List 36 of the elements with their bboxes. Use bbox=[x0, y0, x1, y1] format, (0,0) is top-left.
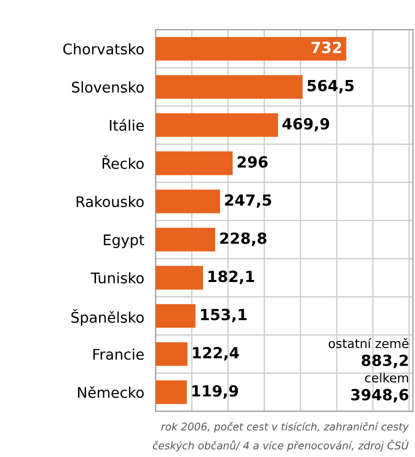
bar bbox=[156, 380, 187, 404]
y-tick-label: Slovensko bbox=[72, 81, 144, 93]
y-tick-label: Chorvatsko bbox=[63, 43, 144, 55]
bar bbox=[156, 190, 220, 214]
text: celkem bbox=[365, 372, 408, 382]
bar bbox=[156, 304, 196, 328]
bar bbox=[156, 151, 233, 176]
y-tick-label: Německo bbox=[78, 386, 144, 398]
bar bbox=[156, 113, 278, 137]
y-tick-label: Španělsko bbox=[71, 309, 144, 326]
bar bbox=[156, 228, 216, 252]
data-label: 153,1 bbox=[201, 308, 247, 322]
data-label: 469,9 bbox=[282, 118, 330, 132]
data-label: 247,5 bbox=[225, 194, 272, 208]
text: 883,2 bbox=[362, 354, 408, 368]
data-label: 228,8 bbox=[220, 232, 266, 246]
y-tick-label: Itálie bbox=[110, 118, 144, 131]
text: 3948,6 bbox=[351, 388, 408, 402]
y-tick-label: Řecko bbox=[102, 155, 144, 170]
data-label: 732 bbox=[312, 42, 342, 54]
bar bbox=[156, 36, 346, 61]
y-tick-label: Egypt bbox=[104, 234, 144, 248]
data-label: 564,5 bbox=[308, 80, 354, 94]
data-label: 122,4 bbox=[193, 346, 239, 360]
annotation: ostatní země bbox=[328, 338, 408, 348]
data-label: 119,9 bbox=[192, 385, 238, 399]
y-tick-label: Tunisko bbox=[90, 272, 144, 284]
data-label: 182,1 bbox=[208, 270, 254, 284]
text: českých občanů/ 4 a více přenocování, zdroj ČSÚ bbox=[152, 440, 409, 452]
bar bbox=[156, 342, 188, 366]
y-tick-label: Francie bbox=[93, 348, 144, 360]
data-label: 296 bbox=[238, 156, 268, 168]
text: rok 2006, počet cest v tisících, zahraniční cesty bbox=[161, 422, 409, 433]
bar bbox=[156, 75, 303, 99]
bar bbox=[156, 266, 204, 290]
y-tick-label: Rakousko bbox=[76, 196, 144, 208]
